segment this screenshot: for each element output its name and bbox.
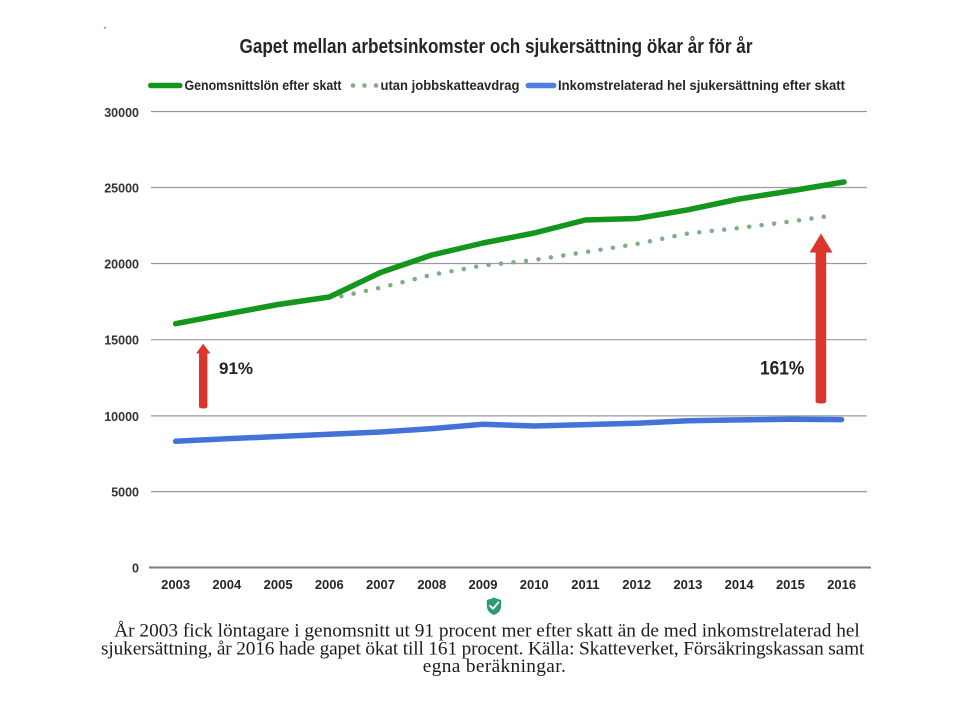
svg-text:30000: 30000 — [104, 106, 139, 120]
svg-text:2008: 2008 — [417, 577, 446, 592]
svg-text:sjukersättning, år 2016 hade g: sjukersättning, år 2016 hade gapet ökat … — [101, 639, 865, 660]
svg-text:2006: 2006 — [315, 577, 344, 592]
svg-text:egna beräkningar.: egna beräkningar. — [423, 656, 566, 677]
svg-text:2003: 2003 — [161, 577, 190, 592]
svg-text:2012: 2012 — [622, 577, 651, 592]
svg-text:161%: 161% — [760, 359, 804, 380]
svg-text:2013: 2013 — [673, 577, 702, 592]
svg-text:2007: 2007 — [366, 577, 395, 592]
svg-text:2011: 2011 — [571, 577, 599, 592]
svg-text:91%: 91% — [219, 359, 253, 378]
svg-text:10000: 10000 — [104, 410, 139, 424]
svg-text:20000: 20000 — [104, 258, 139, 272]
svg-text:Inkomstrelaterad hel sjukersät: Inkomstrelaterad hel sjukersättning efte… — [558, 78, 845, 93]
svg-text:utan jobbskatteavdrag: utan jobbskatteavdrag — [381, 78, 520, 93]
svg-text:2009: 2009 — [469, 577, 498, 592]
svg-text:År 2003 fick löntagare i genom: År 2003 fick löntagare i genomsnitt ut 9… — [114, 621, 860, 642]
svg-text:Gapet mellan arbetsinkomster o: Gapet mellan arbetsinkomster och sjukers… — [240, 35, 753, 58]
svg-text:2005: 2005 — [264, 577, 293, 592]
svg-text:25000: 25000 — [104, 182, 139, 196]
svg-text:2014: 2014 — [725, 577, 755, 592]
svg-text:2016: 2016 — [827, 577, 856, 592]
svg-text:2004: 2004 — [212, 577, 242, 592]
svg-text:15000: 15000 — [104, 334, 139, 348]
svg-text:0: 0 — [132, 562, 139, 576]
svg-text:Genomsnittslön efter skatt: Genomsnittslön efter skatt — [185, 78, 342, 93]
svg-text:5000: 5000 — [111, 486, 139, 500]
svg-text:2015: 2015 — [776, 577, 805, 592]
svg-text:2010: 2010 — [520, 577, 549, 592]
